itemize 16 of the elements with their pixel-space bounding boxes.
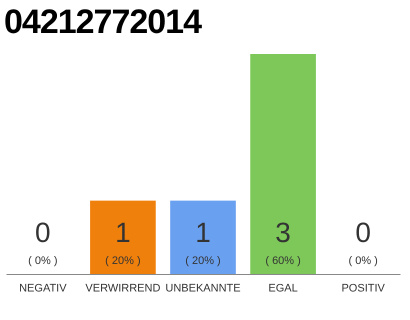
annotation: ( 20% ) [105, 255, 141, 267]
chart-title: 04212772014 [4, 2, 203, 42]
data-label: 1 [115, 217, 131, 248]
annotation: ( 0% ) [348, 255, 378, 267]
x-tick-label: UNBEKANNTE [165, 282, 241, 294]
data-label: 0 [355, 217, 371, 248]
x-tick-label: EGAL [268, 282, 298, 294]
annotation: ( 60% ) [265, 255, 301, 267]
data-label: 0 [35, 217, 51, 248]
x-tick-label: VERWIRREND [85, 282, 160, 294]
x-tick-label: POSITIV [341, 282, 386, 294]
annotation: ( 0% ) [28, 255, 58, 267]
x-tick-label: NEGATIV [19, 282, 68, 294]
data-label: 1 [195, 217, 211, 248]
annotation: ( 20% ) [185, 255, 221, 267]
data-label: 3 [275, 217, 291, 248]
